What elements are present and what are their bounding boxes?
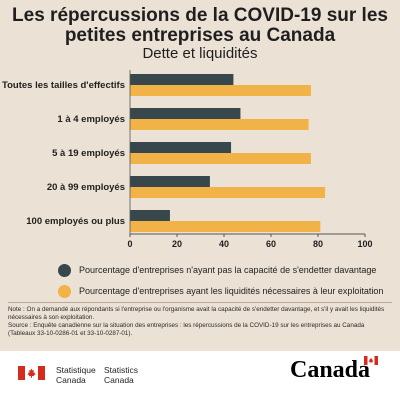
source-text: Source : Enquête canadienne sur la situa… xyxy=(8,322,365,337)
bar-s2-2 xyxy=(130,119,309,130)
agency-fr-line2: Canada xyxy=(56,375,86,385)
category-label: 20 à 99 employés xyxy=(47,182,125,193)
bar-s1-2 xyxy=(130,108,241,119)
bar-s1-3 xyxy=(130,142,232,153)
agency-name-fr: Statistique Canada xyxy=(56,365,96,385)
bar-chart: Toutes les tailles d'effectifs 1 à 4 empl… xyxy=(2,70,373,249)
bar-s2-4 xyxy=(130,187,326,198)
divider xyxy=(8,302,392,303)
legend-swatch-1 xyxy=(58,263,71,277)
agency-name-en: Statistics Canada xyxy=(104,365,138,385)
note-text: Note : On a demandé aux répondants si l'… xyxy=(8,306,385,321)
footer xyxy=(0,351,400,400)
chart-subtitle: Dette et liquidités xyxy=(142,45,258,62)
canada-flag-icon xyxy=(18,366,45,380)
bar-s1-5 xyxy=(130,210,170,221)
chart-title: Les répercussions de la COVID-19 sur les… xyxy=(12,5,388,46)
agency-en-line2: Canada xyxy=(104,375,134,385)
canada-wordmark: Canada xyxy=(290,357,371,383)
x-tick-label: 20 xyxy=(172,239,182,249)
category-label: 100 employés ou plus xyxy=(26,216,125,227)
x-tick-label: 40 xyxy=(219,239,229,249)
category-label: 5 à 19 employés xyxy=(52,148,125,159)
x-tick-label: 100 xyxy=(357,239,372,249)
bar-s1-1 xyxy=(130,74,234,85)
x-tick-label: 60 xyxy=(266,239,276,249)
legend-label-2: Pourcentage d'entreprises ayant les liqu… xyxy=(79,285,384,296)
wordmark-flag-icon xyxy=(364,356,378,365)
legend-swatch-2 xyxy=(58,284,71,298)
legend-item-1: Pourcentage d'entreprises n'ayant pas la… xyxy=(58,262,398,278)
category-label: 1 à 4 employés xyxy=(57,114,125,125)
legend-item-2: Pourcentage d'entreprises ayant les liqu… xyxy=(58,283,398,299)
legend-label-1: Pourcentage d'entreprises n'ayant pas la… xyxy=(79,264,377,275)
x-tick-label: 0 xyxy=(127,239,132,249)
notes-block: Note : On a demandé aux répondants si l'… xyxy=(8,306,392,338)
x-tick-label: 80 xyxy=(313,239,323,249)
agency-en-line1: Statistics xyxy=(104,365,139,375)
bar-s2-5 xyxy=(130,221,321,232)
bar-s2-1 xyxy=(130,85,311,96)
category-label: Toutes les tailles d'effectifs xyxy=(2,80,125,91)
bar-s2-3 xyxy=(130,153,311,164)
bar-s1-4 xyxy=(130,176,210,187)
agency-fr-line1: Statistique xyxy=(56,365,96,375)
